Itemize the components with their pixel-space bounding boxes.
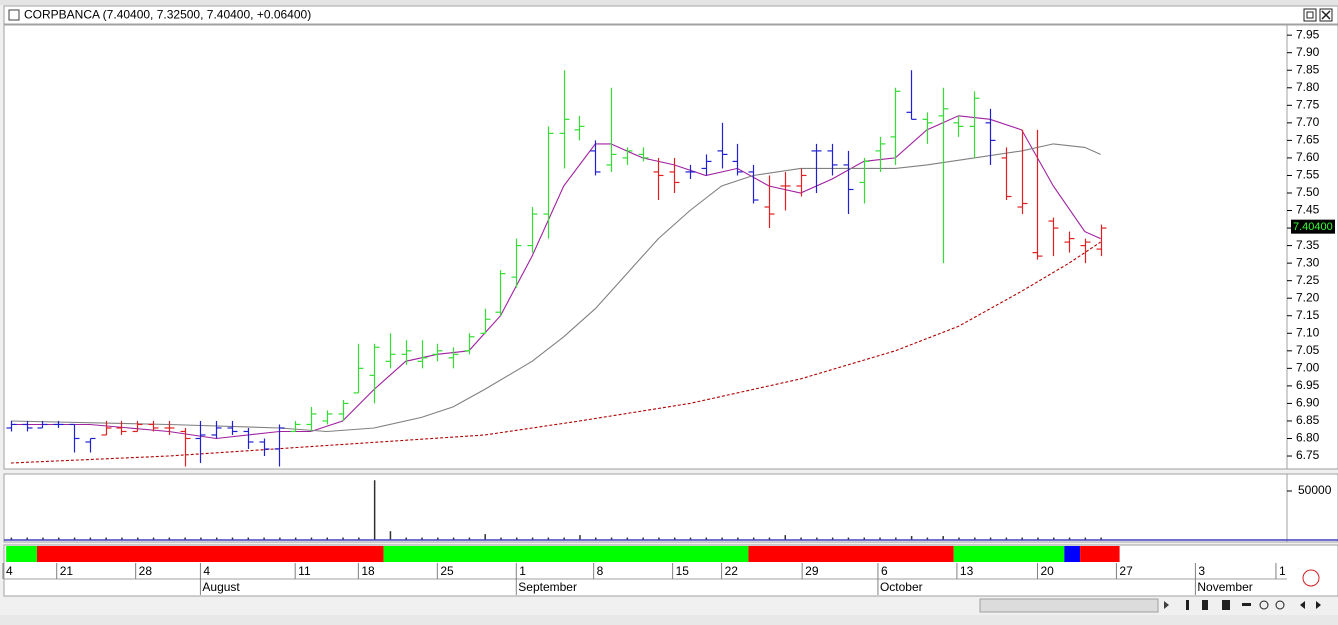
tool-icon[interactable] [1259,600,1269,610]
y-tick-label: 7.00 [1296,361,1320,375]
tool-icon[interactable] [1202,600,1208,610]
x-tick-label: 11 [298,564,311,578]
moving-average [10,241,1101,464]
month-label: November [1197,580,1252,594]
x-tick-label: 4 [6,564,13,578]
x-tick-label: 4 [203,564,210,578]
x-tick-label: 25 [440,564,454,578]
month-label: September [518,580,577,594]
y-tick-label: 7.30 [1296,255,1320,269]
price-panel [3,24,1288,470]
y-tick-label: 7.10 [1296,325,1320,339]
y-tick-label: 7.45 [1296,203,1320,217]
restore-icon [1306,11,1314,19]
y-tick-label: 7.70 [1296,115,1320,129]
tool-icon[interactable] [1222,600,1230,610]
y-tick-label: 6.75 [1296,448,1320,462]
y-tick-label: 7.50 [1296,185,1320,199]
tool-icon[interactable] [1242,603,1251,606]
x-tick-label: 29 [805,564,819,578]
scrollbar-track [4,598,1174,613]
x-tick-label: 20 [1040,564,1054,578]
last-price-box [1291,219,1335,234]
trend-segment [383,546,749,562]
close-icon [1321,10,1331,20]
x-tick-label: 13 [960,564,974,578]
status-icon[interactable] [1302,569,1320,587]
y-tick-label: 7.35 [1296,238,1320,252]
price-axis [1286,24,1338,470]
x-tick-label: 27 [1119,564,1133,578]
x-tick-label: 1 [1279,564,1286,578]
window-icon [8,9,20,21]
y-tick-label: 6.80 [1296,431,1320,445]
x-tick-label: 22 [725,564,739,578]
x-tick-label: 18 [361,564,375,578]
restore-button[interactable] [1303,8,1317,22]
volume-axis [1286,473,1338,543]
trend-segment [6,546,37,562]
y-tick-label: 7.95 [1296,27,1320,41]
scroll-right[interactable] [1164,601,1169,609]
y-tick-label: 7.55 [1296,168,1320,182]
trend-segment [748,546,954,562]
title-bar [3,5,1338,25]
volume-panel [3,473,1288,543]
x-tick-label: 8 [597,564,604,578]
x-tick-label: 21 [60,564,74,578]
y-tick-label: 6.85 [1296,413,1320,427]
month-label: August [202,580,240,594]
x-tick-label: 3 [1198,564,1205,578]
y-tick-label: 7.25 [1296,273,1320,287]
y-tick-label: 6.90 [1296,396,1320,410]
y-tick-label: 6.95 [1296,378,1320,392]
x-tick-label: 28 [139,564,153,578]
scrollbar-thumb[interactable] [979,598,1159,613]
trend-segment [1064,546,1081,562]
moving-average [10,115,1101,440]
tool-icon[interactable] [1186,600,1189,610]
y-tick-label: 7.90 [1296,45,1320,59]
x-tick-label: 15 [676,564,690,578]
month-label: October [880,580,923,594]
toolbar-icons [1186,600,1321,610]
y-tick-label: 7.85 [1296,62,1320,76]
last-price-label: 7.40400 [1293,221,1333,233]
trend-segment [1080,546,1120,562]
y-tick-label: 7.80 [1296,80,1320,94]
y-tick-label: 7.20 [1296,290,1320,304]
volume-tick-label: 50000 [1298,483,1332,497]
tool-icon[interactable] [1300,601,1305,609]
chart-title: CORPBANCA (7.40400, 7.32500, 7.40400, +0… [24,8,311,22]
x-tick-label: 1 [519,564,526,578]
tool-icon[interactable] [1275,600,1285,610]
y-tick-label: 7.15 [1296,308,1320,322]
tool-icon[interactable] [1316,601,1321,609]
y-tick-label: 7.60 [1296,150,1320,164]
y-tick-label: 7.05 [1296,343,1320,357]
y-tick-label: 7.75 [1296,97,1320,111]
y-tick-label: 7.65 [1296,133,1320,147]
trend-segment [953,546,1065,562]
bottom-toolbar [0,615,1338,625]
x-tick-label: 6 [881,564,888,578]
top-strip [0,0,1338,5]
trend-segment [36,546,384,562]
